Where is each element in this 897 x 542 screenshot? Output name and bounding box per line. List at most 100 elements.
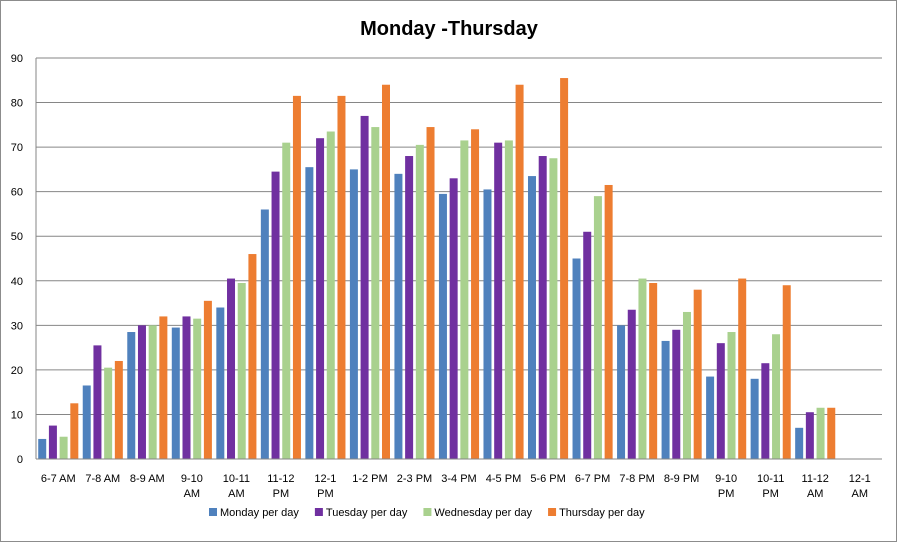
bar-3-10 (460, 140, 469, 459)
bar-2-13 (583, 231, 592, 459)
y-tick-label: 30 (11, 320, 23, 332)
x-tick-label: AM (184, 488, 201, 500)
series-3 (59, 127, 825, 460)
legend-item-4[interactable]: Thursday per day (548, 507, 645, 519)
bar-2-16 (716, 343, 725, 459)
y-tick-label: 80 (11, 98, 23, 110)
bar-4-2 (114, 360, 123, 459)
legend-label: Tuesday per day (326, 507, 408, 519)
y-tick-label: 0 (17, 454, 23, 466)
bar-3-6 (282, 142, 291, 459)
legend-item-2[interactable]: Tuesday per day (314, 507, 408, 519)
bar-3-9 (415, 144, 424, 459)
bar-4-7 (337, 95, 346, 459)
bar-3-14 (638, 278, 647, 459)
x-tick-label: PM (762, 488, 779, 500)
bar-4-11 (515, 84, 524, 459)
bar-1-8 (349, 169, 358, 459)
bar-3-2 (104, 367, 113, 459)
bar-4-6 (292, 95, 301, 459)
y-tick-label: 10 (11, 409, 23, 421)
bar-4-14 (649, 283, 658, 459)
bar-4-3 (159, 316, 168, 459)
x-tick-label: 8-9 AM (130, 473, 165, 485)
bar-1-10 (438, 193, 447, 459)
bar-4-1 (70, 403, 79, 459)
bar-3-4 (193, 318, 202, 459)
bar-4-12 (560, 78, 569, 460)
x-tick-label: 10-11 (757, 473, 784, 485)
bar-1-3 (127, 332, 136, 459)
bar-4-13 (604, 184, 613, 459)
bar-2-6 (271, 171, 280, 459)
bar-3-8 (371, 127, 380, 460)
y-tick-label: 20 (11, 365, 23, 377)
bar-4-18 (827, 407, 836, 459)
x-tick-label: 1-2 PM (352, 473, 387, 485)
bar-3-11 (504, 140, 513, 459)
bar-1-2 (82, 385, 91, 459)
bar-3-1 (59, 436, 68, 459)
bar-4-15 (693, 289, 702, 459)
legend-swatch (209, 508, 217, 516)
legend-item-3[interactable]: Wednesday per day (423, 507, 533, 519)
bar-3-17 (772, 334, 781, 459)
bar-3-7 (326, 131, 335, 459)
bar-1-1 (38, 438, 47, 459)
legend-item-1[interactable]: Monday per day (209, 507, 299, 519)
y-tick-label: 50 (11, 231, 23, 243)
series-4 (70, 78, 836, 460)
x-tick-label: PM (273, 488, 290, 500)
bar-4-4 (203, 300, 212, 459)
x-tick-label: 9-10 (715, 473, 737, 485)
bar-2-18 (805, 412, 814, 459)
x-tick-label: 4-5 PM (486, 473, 521, 485)
series-2 (48, 115, 814, 460)
bar-1-4 (171, 327, 180, 459)
x-tick-label: AM (851, 488, 868, 500)
legend-swatch (548, 508, 557, 516)
chart-title: Monday -Thursday (360, 18, 539, 40)
bar-1-7 (305, 167, 314, 459)
bar-3-12 (549, 158, 558, 459)
bar-2-7 (316, 138, 325, 459)
bar-4-16 (738, 278, 747, 459)
bar-3-16 (727, 332, 736, 459)
bar-2-4 (182, 316, 191, 459)
bar-1-16 (706, 376, 715, 459)
bar-1-12 (528, 176, 537, 460)
x-tick-label: 6-7 PM (575, 473, 610, 485)
x-tick-label: AM (228, 488, 245, 500)
x-tick-label: 6-7 AM (41, 473, 76, 485)
bar-2-9 (405, 156, 414, 459)
bar-3-15 (682, 311, 691, 459)
bars (38, 78, 836, 460)
legend-label: Thursday per day (559, 507, 645, 519)
bar-2-8 (360, 115, 369, 459)
x-tick-label: PM (317, 488, 334, 500)
bar-2-11 (494, 142, 503, 459)
y-tick-label: 60 (11, 187, 23, 199)
bar-4-9 (426, 127, 435, 460)
x-tick-label: AM (807, 488, 824, 500)
bar-2-17 (761, 363, 770, 459)
x-tick-label: 7-8 PM (619, 473, 654, 485)
legend-swatch (423, 508, 432, 516)
bar-1-6 (260, 209, 269, 459)
x-tick-label: 11-12 (267, 473, 294, 485)
x-tick-label: PM (718, 488, 735, 500)
bar-3-3 (148, 325, 157, 459)
bar-2-10 (449, 178, 458, 460)
bar-3-5 (237, 283, 246, 459)
x-tick-label: 5-6 PM (530, 473, 565, 485)
y-axis-tick-labels: 0 10 20 30 40 50 60 70 80 90 (11, 53, 23, 466)
legend-label: Monday per day (220, 507, 299, 519)
bar-3-13 (593, 196, 602, 459)
y-tick-label: 40 (11, 276, 23, 288)
x-tick-label: 12-1 (314, 473, 336, 485)
x-tick-label: 11-12 (802, 473, 829, 485)
legend[interactable]: Monday per day Tuesday per day Wednesday p… (209, 507, 645, 519)
series-1 (38, 167, 804, 460)
